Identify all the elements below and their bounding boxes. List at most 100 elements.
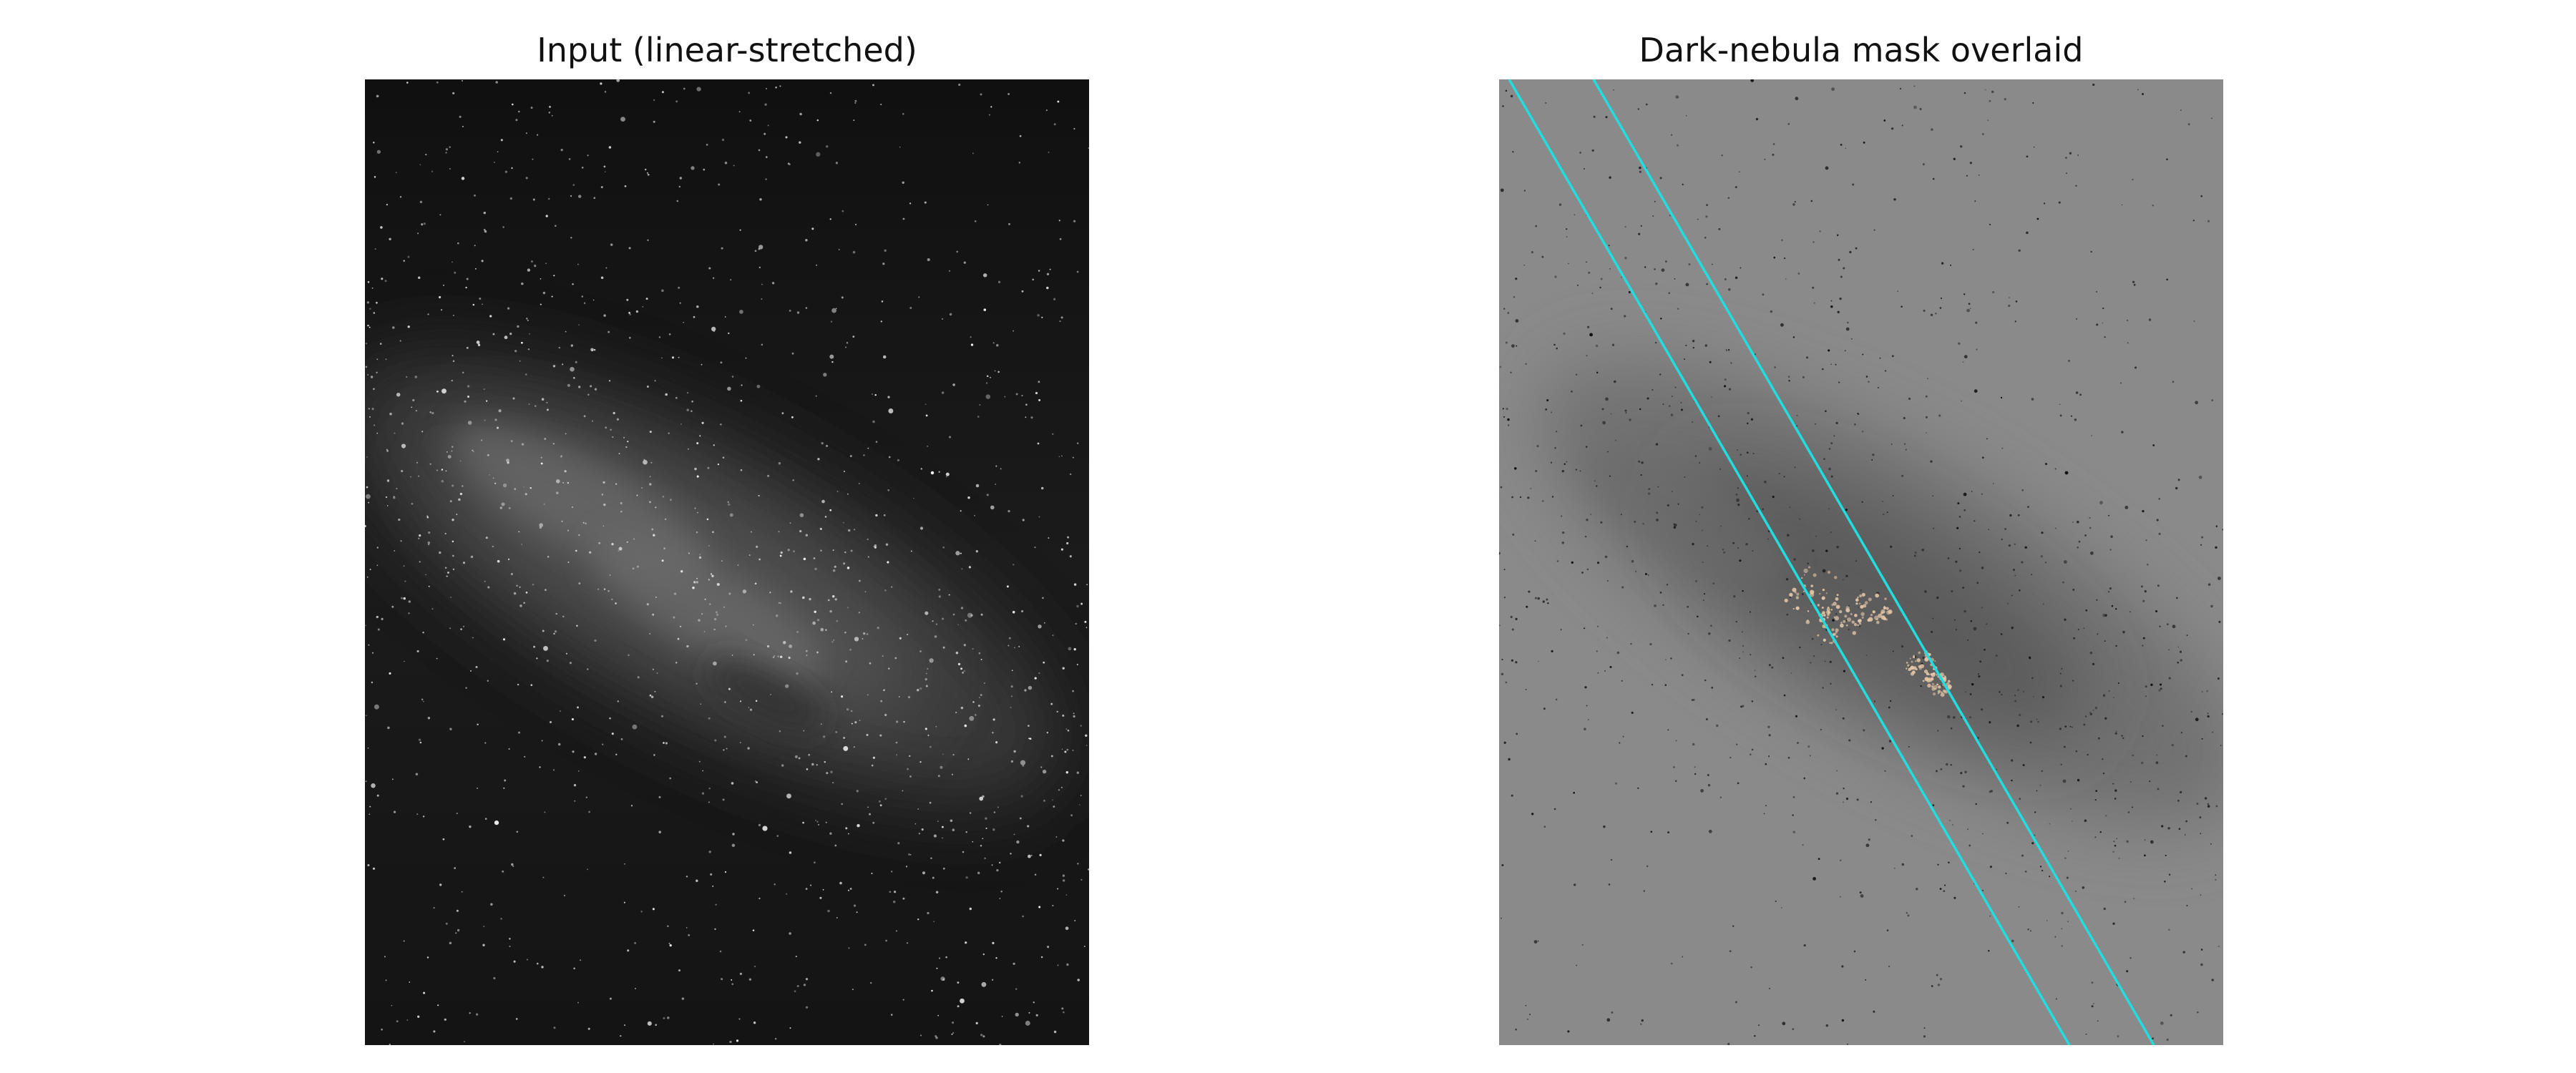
dark-speck xyxy=(1523,264,1526,266)
star xyxy=(660,715,664,717)
mask-detection-pixel xyxy=(1920,664,1925,669)
star xyxy=(1053,298,1056,300)
dark-speck xyxy=(2018,906,2020,908)
star xyxy=(708,801,711,803)
star xyxy=(897,842,900,845)
dark-speck xyxy=(2132,754,2135,757)
dark-speck xyxy=(1642,522,1644,525)
dark-speck xyxy=(1727,197,1730,200)
star xyxy=(700,703,702,705)
dark-speck xyxy=(2145,539,2147,542)
star xyxy=(482,303,483,305)
dark-speck xyxy=(1843,267,1845,270)
star xyxy=(882,263,885,265)
dark-speck xyxy=(1843,670,1845,672)
dark-speck xyxy=(1775,900,1777,902)
dark-speck xyxy=(1787,123,1790,125)
dark-speck xyxy=(1882,501,1884,503)
mask-detection-pixel xyxy=(1807,610,1810,612)
star xyxy=(675,396,678,399)
star xyxy=(796,985,799,987)
dark-speck xyxy=(1680,402,1682,403)
dark-speck xyxy=(1624,315,1626,318)
dark-speck xyxy=(1637,787,1639,789)
dark-speck xyxy=(2150,683,2153,687)
star xyxy=(554,630,557,633)
star xyxy=(600,82,602,85)
dark-speck xyxy=(2008,544,2011,547)
star xyxy=(851,722,853,725)
dark-speck xyxy=(2129,611,2131,613)
star xyxy=(470,555,474,559)
star xyxy=(1060,316,1063,319)
dark-speck xyxy=(1563,463,1566,465)
star xyxy=(902,790,904,792)
star xyxy=(481,260,484,263)
star xyxy=(506,459,509,462)
star xyxy=(492,477,494,479)
star xyxy=(540,278,542,280)
dark-speck xyxy=(1790,672,1792,674)
dark-speck xyxy=(2090,551,2094,555)
star xyxy=(367,747,369,749)
star xyxy=(1048,151,1050,153)
star xyxy=(653,754,655,756)
star xyxy=(791,352,794,355)
dark-speck xyxy=(1787,534,1790,536)
mask-detection-pixel xyxy=(1906,662,1908,664)
dark-speck xyxy=(1798,518,1801,520)
dark-speck xyxy=(2215,878,2217,881)
star xyxy=(748,92,751,94)
star xyxy=(710,873,713,876)
star xyxy=(869,813,871,815)
dark-speck xyxy=(1901,863,1904,866)
dark-speck xyxy=(1750,79,1755,82)
dark-speck xyxy=(1830,363,1832,365)
star xyxy=(376,94,379,98)
dark-speck xyxy=(1628,290,1631,294)
star xyxy=(592,299,595,301)
dark-speck xyxy=(1702,561,1704,563)
star xyxy=(525,592,528,594)
star xyxy=(667,925,669,928)
star xyxy=(676,200,679,202)
dark-speck xyxy=(1975,803,1977,805)
dark-speck xyxy=(2195,717,2199,722)
star xyxy=(628,312,630,314)
dark-speck xyxy=(2102,308,2104,310)
dark-speck xyxy=(1916,887,1918,891)
dark-speck xyxy=(1812,549,1815,552)
star xyxy=(924,611,929,615)
dark-speck xyxy=(1529,1014,1531,1015)
dark-speck xyxy=(1858,606,1860,608)
dark-speck xyxy=(1886,511,1888,514)
dark-speck xyxy=(1526,605,1528,608)
star xyxy=(960,552,962,554)
dark-speck xyxy=(1505,681,1508,684)
dark-speck xyxy=(1815,535,1817,537)
mask-detection-pixel xyxy=(1857,624,1859,627)
star xyxy=(739,700,742,702)
left-panel-title: Input (linear-stretched) xyxy=(537,31,917,69)
star xyxy=(527,348,530,351)
mask-detection-pixel xyxy=(1931,685,1934,688)
dark-speck xyxy=(1621,276,1622,278)
star xyxy=(995,484,997,485)
dark-speck xyxy=(2157,584,2160,587)
dark-speck xyxy=(1968,303,1971,305)
star xyxy=(452,568,455,571)
star xyxy=(789,521,791,524)
dark-speck xyxy=(1978,174,1980,176)
dark-speck xyxy=(1946,715,1951,719)
star xyxy=(952,613,955,616)
star xyxy=(1058,220,1060,222)
dark-speck xyxy=(1835,709,1838,711)
mask-detection-pixel xyxy=(1933,692,1936,696)
star xyxy=(525,373,527,376)
star xyxy=(794,755,798,758)
dark-speck xyxy=(2089,517,2091,519)
star xyxy=(940,976,945,981)
star xyxy=(510,573,513,575)
dark-speck xyxy=(2097,737,2100,740)
star xyxy=(918,833,921,835)
